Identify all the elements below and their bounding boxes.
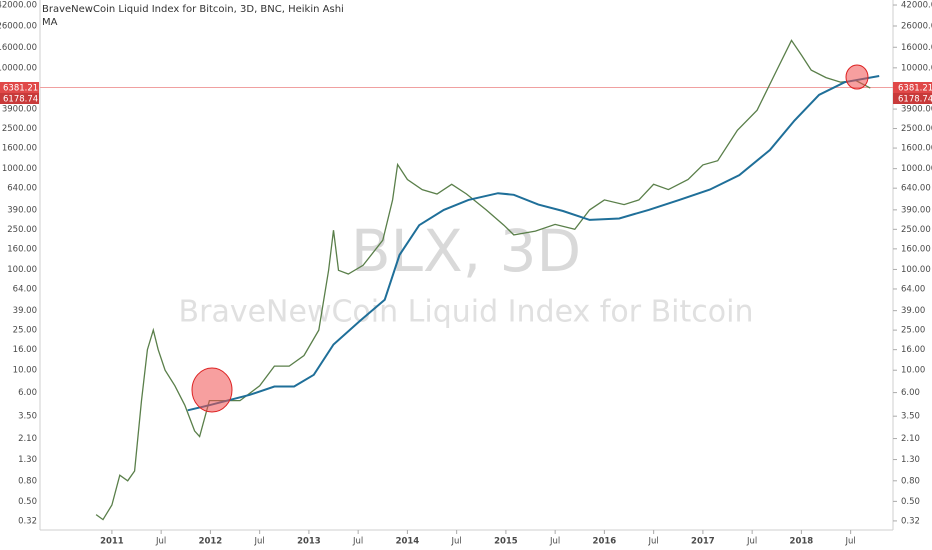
y-tick-label: 0.80: [18, 476, 37, 486]
y-tick-label: 1600.00: [901, 144, 932, 154]
y-tick-label: 6.00: [18, 388, 37, 398]
y-tick-label: 10.00: [901, 366, 925, 376]
x-tick-label: Jul: [451, 537, 462, 547]
y-tick-label: 250.00: [7, 225, 37, 235]
y-tick-label: 42000.00: [0, 1, 37, 11]
y-tick-label: 25.00: [13, 326, 37, 336]
x-tick-label: 2014: [396, 537, 420, 547]
plot: [40, 39, 893, 521]
y-tick-label: 390.00: [7, 205, 37, 215]
y-tick-label: 2500.00: [901, 124, 932, 134]
y-tick-label: 39.00: [901, 306, 925, 316]
price-label-box: [893, 82, 932, 94]
price-label-box: [0, 93, 39, 105]
highlight-circle: [845, 64, 869, 90]
y-tick-label: 0.50: [901, 497, 920, 507]
x-tick-label: Jul: [746, 537, 757, 547]
watermark-name: BraveNewCoin Liquid Index for Bitcoin: [179, 295, 754, 330]
y-tick-label: 1.30: [18, 455, 37, 465]
y-tick-label: 0.50: [18, 497, 37, 507]
highlight-circle: [191, 367, 233, 413]
y-tick-label: 640.00: [7, 184, 37, 194]
y-tick-label: 10000.00: [0, 63, 37, 73]
y-tick-label: 3.50: [18, 412, 37, 422]
price-label: 6381.21: [898, 84, 932, 94]
x-tick-label: Jul: [352, 537, 363, 547]
y-tick-label: 25.00: [901, 326, 925, 336]
y-tick-label: 16000.00: [901, 43, 932, 53]
y-tick-label: 3.50: [901, 412, 920, 422]
x-tick-label: 2018: [790, 537, 814, 547]
y-tick-label: 3900.00: [901, 105, 932, 115]
y-tick-label: 2500.00: [2, 124, 37, 134]
price-label-box: [0, 82, 39, 94]
x-tick-label: 2015: [494, 537, 518, 547]
x-tick-label: 2012: [199, 537, 223, 547]
y-tick-label: 39.00: [13, 306, 37, 316]
y-tick-label: 10.00: [13, 366, 37, 376]
x-tick-label: Jul: [845, 537, 856, 547]
series-line: [187, 75, 880, 412]
y-tick-label: 42000.00: [901, 1, 932, 11]
price-label: 6381.21: [3, 84, 38, 94]
header-title: BraveNewCoin Liquid Index for Bitcoin, 3…: [42, 4, 344, 15]
x-tick-label: 2017: [691, 537, 715, 547]
y-tick-label: 16.00: [13, 345, 37, 355]
y-tick-label: 26000.00: [901, 22, 932, 32]
y-tick-label: 16.00: [901, 345, 925, 355]
x-tick-label: 2013: [297, 537, 321, 547]
y-tick-label: 64.00: [13, 284, 37, 294]
y-tick-label: 0.32: [901, 516, 920, 526]
y-tick-label: 1000.00: [901, 164, 932, 174]
x-tick-label: Jul: [549, 537, 560, 547]
price-label-box: [893, 93, 932, 105]
x-tick-label: Jul: [648, 537, 659, 547]
y-tick-label: 1.30: [901, 455, 920, 465]
y-tick-label: 2.10: [18, 434, 37, 444]
price-label: 6178.74: [3, 95, 38, 105]
series-line: [95, 39, 871, 521]
x-tick-label: Jul: [155, 537, 166, 547]
y-tick-label: 10000.00: [901, 63, 932, 73]
x-tick-label: Jul: [254, 537, 265, 547]
y-tick-label: 250.00: [901, 225, 931, 235]
y-tick-label: 26000.00: [0, 22, 37, 32]
indicator-label: MA: [42, 17, 58, 28]
y-tick-label: 16000.00: [0, 43, 37, 53]
y-tick-label: 1600.00: [2, 144, 37, 154]
y-tick-label: 100.00: [7, 265, 37, 275]
x-tick-label: 2016: [593, 537, 617, 547]
y-tick-label: 390.00: [901, 205, 931, 215]
y-tick-label: 6.00: [901, 388, 920, 398]
y-tick-label: 2.10: [901, 434, 920, 444]
y-tick-label: 0.32: [18, 516, 37, 526]
y-tick-label: 64.00: [901, 284, 925, 294]
y-tick-label: 160.00: [7, 244, 37, 254]
price-label: 6178.74: [898, 95, 932, 105]
y-tick-label: 640.00: [901, 184, 931, 194]
y-tick-label: 160.00: [901, 244, 931, 254]
y-tick-label: 1000.00: [2, 164, 37, 174]
x-tick-label: 2011: [100, 537, 124, 547]
y-tick-label: 100.00: [901, 265, 931, 275]
y-tick-label: 0.80: [901, 476, 920, 486]
y-tick-label: 3900.00: [2, 105, 37, 115]
